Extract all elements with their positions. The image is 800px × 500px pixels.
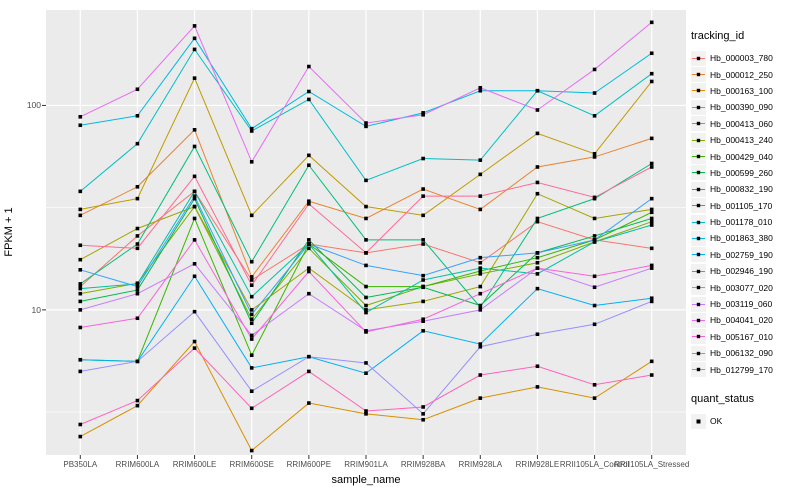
legend-key-icon [691,312,706,328]
legend-item: Hb_000832_190 [691,181,799,197]
legend-item-label: Hb_006132_090 [710,348,773,359]
legend-item: Hb_002759_190 [691,247,799,263]
legend-item: Hb_000012_250 [691,66,799,83]
legend-key-icon [691,280,706,296]
legend-key-icon [691,67,706,83]
x-tick-label: RRII105LA_Control [559,460,630,469]
legend-item: Hb_001863_380 [691,230,799,246]
legend-key-icon [691,329,706,345]
legend-key-icon [691,296,706,312]
legend-key-icon [691,247,706,263]
legend-title-tracking-id: tracking_id [691,30,745,42]
legend-item-label: Hb_000012_250 [710,69,773,80]
legend-items: Hb_000003_780 Hb_000012_250 Hb_000163_100 H… [691,50,799,378]
legend-key-icon [691,181,706,197]
legend-item: Hb_004041_020 [691,312,799,328]
x-tick-label: RRIM600LA [115,460,160,469]
legend-key-icon [691,132,706,148]
legend-key-icon [691,345,706,361]
legend-key-icon [691,149,706,165]
legend-item: Hb_003077_020 [691,279,799,296]
legend-quant-status: quant_status OK [691,393,799,429]
legend-item-label: Hb_001863_380 [710,233,773,244]
legend-item-label: Hb_003077_020 [710,282,773,293]
legend-item: Hb_001105_170 [691,198,799,214]
legend-item: Hb_012799_170 [691,361,799,378]
legend-item-label: Hb_005167_010 [710,331,773,342]
legend-item-label: Hb_000390_090 [710,102,773,113]
legend-key-icon [691,83,706,99]
x-tick-label: RRIM928LE [515,460,560,469]
legend-item: Hb_000003_780 [691,50,799,66]
legend-key-icon [691,198,706,214]
x-axis-title: sample_name [331,474,401,486]
legend-key-icon [691,116,706,132]
x-tick-label: RRIM600PE [286,460,332,469]
legend-item: Hb_005167_010 [691,329,799,345]
legend-item-ok: OK [691,413,799,429]
legend-item-label: Hb_000429_040 [710,151,773,162]
x-tick-label: RRIM901LA [344,460,388,469]
x-tick-label: RRIM928BA [400,460,446,469]
x-tick-label: RRIM600LE [172,460,217,469]
legend-title-quant-status: quant_status [691,392,754,405]
legend-key-icon [691,362,706,378]
legend-item: Hb_000413_060 [691,116,799,132]
legend: tracking_id Hb_000003_780 Hb_000012_250 Hb… [691,30,799,429]
legend-key-icon [691,165,706,181]
x-tick-label: PB350LA [63,460,98,469]
legend-item-label: OK [710,416,723,426]
quant-ok-key-icon [691,413,706,429]
legend-item: Hb_003119_060 [691,296,799,312]
legend-item-label: Hb_001105_170 [710,200,773,211]
legend-item: Hb_001178_010 [691,214,799,230]
legend-item: Hb_000390_090 [691,99,799,115]
legend-key-icon [691,230,706,246]
legend-item-label: Hb_001178_010 [710,217,773,228]
legend-item: Hb_002946_190 [691,263,799,279]
legend-item-label: Hb_003119_060 [710,299,773,310]
legend-item: Hb_000413_240 [691,132,799,148]
legend-item: Hb_000429_040 [691,148,799,165]
legend-key-icon [691,263,706,279]
x-tick-label: RRIM928LA [458,460,503,469]
x-tick-label: RRII105LA_Stressed [614,460,690,469]
legend-key-icon [691,50,706,66]
legend-item: Hb_006132_090 [691,345,799,361]
legend-item-label: Hb_000413_240 [710,135,773,146]
legend-item-label: Hb_012799_170 [710,364,773,375]
legend-item-label: Hb_000832_190 [710,184,773,195]
legend-item-label: Hb_000413_060 [710,118,773,129]
legend-item-label: Hb_002759_190 [710,249,773,260]
y-axis-title: FPKM + 1 [3,207,15,257]
y-tick-label: 100 [26,100,41,111]
legend-item: Hb_000163_100 [691,83,799,99]
legend-item-label: Hb_000599_260 [710,167,773,178]
y-tick-label: 10 [31,304,41,315]
legend-item-label: Hb_000003_780 [710,53,773,64]
x-tick-label: RRIM600SE [229,460,274,469]
legend-key-icon [691,214,706,230]
legend-item-label: Hb_002946_190 [710,266,773,277]
legend-item: Hb_000599_260 [691,165,799,181]
legend-item-label: Hb_000163_100 [710,85,773,96]
legend-item-label: Hb_004041_020 [710,315,773,326]
legend-key-icon [691,99,706,115]
